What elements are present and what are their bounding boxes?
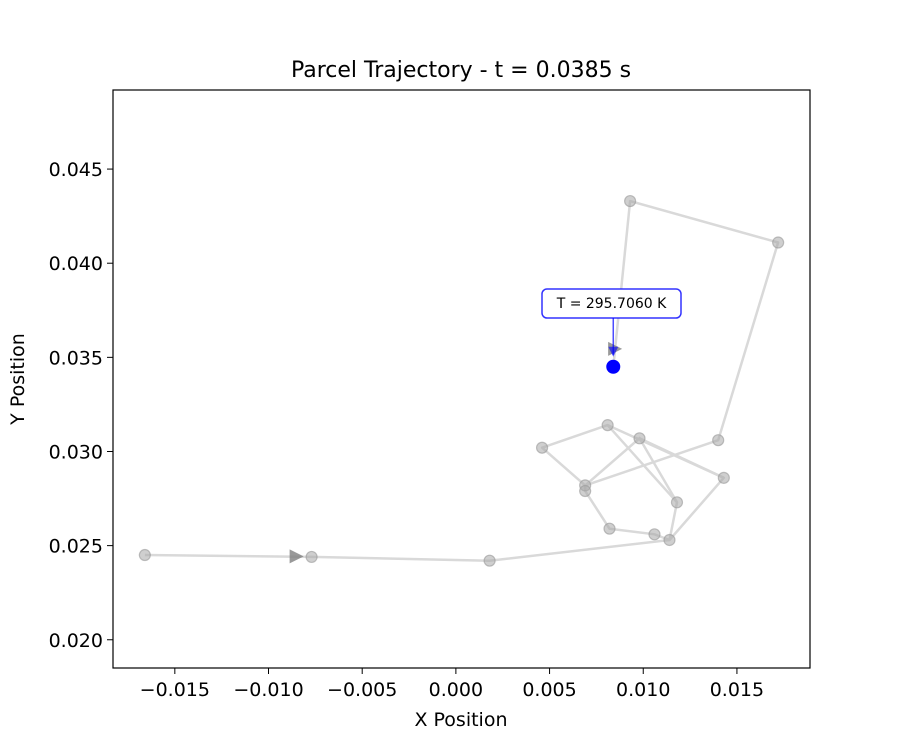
annotation-arrowhead	[608, 346, 619, 357]
trajectory-point	[535, 441, 549, 454]
trajectory-line	[606, 424, 678, 504]
trajectory-point	[648, 528, 661, 541]
trajectory-point	[772, 236, 785, 249]
x-tick-label: 0.010	[616, 679, 670, 701]
x-tick-label: 0.015	[710, 679, 764, 701]
direction-arrow	[289, 549, 304, 564]
x-tick-label: 0.005	[522, 679, 576, 701]
trajectory-point	[305, 550, 318, 564]
y-tick-label: 0.045	[49, 159, 103, 181]
trajectory	[138, 194, 785, 567]
trajectory-point	[483, 554, 496, 567]
trajectory-point	[663, 533, 676, 547]
plot-area	[113, 90, 810, 668]
trajectory-line	[144, 199, 780, 562]
trajectory-point	[633, 432, 646, 445]
y-axis: 0.020 0.025 0.030 0.035 0.040 0.045	[49, 159, 113, 652]
trajectory-point	[601, 419, 614, 432]
trajectory-point	[579, 484, 592, 498]
y-tick-label: 0.020	[49, 630, 103, 652]
annotation: T = 295.7060 K	[541, 288, 682, 357]
x-tick-label: −0.005	[327, 679, 397, 701]
x-tick-label: −0.010	[233, 679, 303, 701]
annotation-box	[541, 288, 682, 319]
y-tick-label: 0.030	[49, 441, 103, 463]
trajectory-point	[717, 471, 730, 484]
trajectory-line	[584, 436, 679, 541]
x-axis: −0.015 −0.010 −0.005 0.000 0.005 0.010 0.015	[140, 668, 764, 701]
trajectory-point	[670, 496, 684, 509]
trajectory-point	[138, 548, 151, 562]
x-tick-label: −0.015	[140, 679, 210, 701]
current-position-marker	[606, 359, 621, 374]
y-axis-label: Y Position	[7, 333, 29, 426]
temperature-annotation: T = 295.7060 K	[556, 296, 667, 312]
x-tick-label: 0.000	[429, 679, 483, 701]
chart-title: Parcel Trajectory - t = 0.0385 s	[291, 58, 631, 83]
plot-frame	[112, 89, 811, 669]
y-tick-label: 0.025	[49, 536, 103, 558]
y-tick-label: 0.035	[49, 347, 103, 369]
trajectory-point	[603, 522, 616, 535]
trajectory-point	[624, 194, 637, 208]
trajectory-point	[712, 434, 725, 447]
y-tick-label: 0.040	[49, 253, 103, 275]
x-axis-label: X Position	[414, 709, 507, 731]
trajectory-line	[638, 437, 725, 479]
